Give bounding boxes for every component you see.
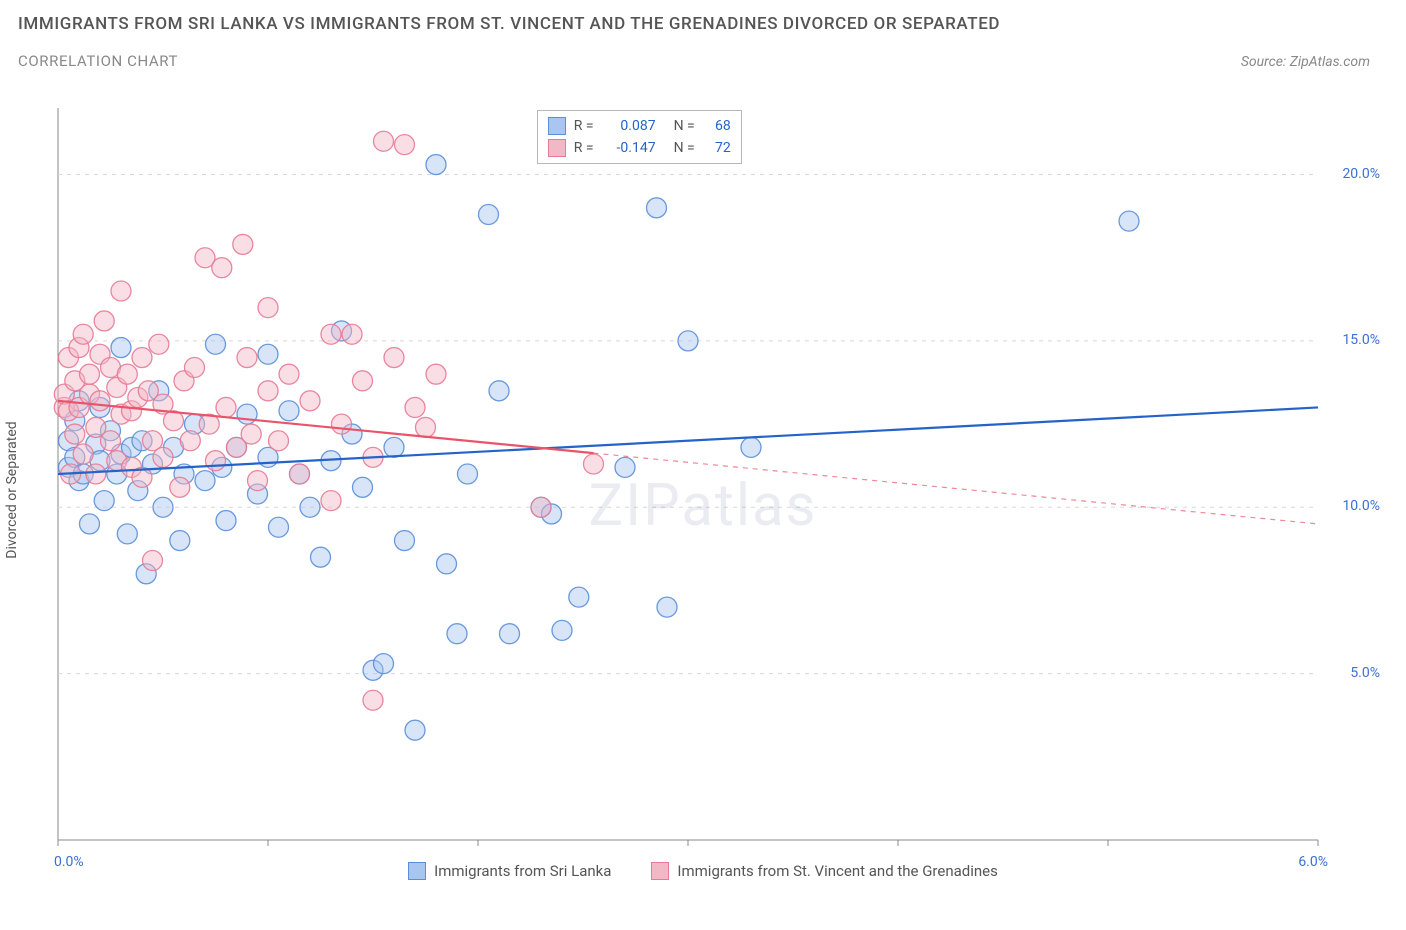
legend-item-st-vincent: Immigrants from St. Vincent and the Gren… <box>651 862 997 880</box>
r-value: 0.087 <box>602 118 656 134</box>
legend-item-sri-lanka: Immigrants from Sri Lanka <box>408 862 611 880</box>
legend-swatch-st-vincent <box>651 862 669 880</box>
source-prefix: Source: <box>1241 54 1290 70</box>
title-block: IMMIGRANTS FROM SRI LANKA VS IMMIGRANTS … <box>0 0 1406 70</box>
r-label: R = <box>574 140 594 156</box>
legend-label-sri-lanka: Immigrants from Sri Lanka <box>434 862 611 880</box>
y-tick-label: 20.0% <box>1342 166 1380 182</box>
subtitle-row: CORRELATION CHART Source: ZipAtlas.com <box>18 52 1388 70</box>
y-axis-label: Divorced or Separated <box>4 421 20 558</box>
y-tick-label: 15.0% <box>1342 332 1380 348</box>
source-name: ZipAtlas.com <box>1290 54 1370 70</box>
chart-subtitle: CORRELATION CHART <box>18 52 178 70</box>
y-tick-label: 10.0% <box>1342 498 1380 514</box>
n-label: N = <box>674 118 695 134</box>
chart-container: IMMIGRANTS FROM SRI LANKA VS IMMIGRANTS … <box>0 0 1406 930</box>
r-label: R = <box>574 118 594 134</box>
y-tick-label: 5.0% <box>1350 665 1380 681</box>
stats-legend-row: R = 0.087 N = 68 <box>548 115 731 137</box>
plot-area: Divorced or Separated ZIPatlas R =0.087N… <box>18 100 1388 880</box>
legend-swatch-sri-lanka <box>408 862 426 880</box>
n-value: 68 <box>703 118 731 134</box>
n-value: 72 <box>703 140 731 156</box>
stats-legend-row: R = -0.147 N = 72 <box>548 137 731 159</box>
legend-swatch <box>548 117 566 135</box>
stats-legend-box: R = 0.087 N = 68 R = -0.147 N = 72 <box>537 110 742 164</box>
r-value: -0.147 <box>602 140 656 156</box>
legend-swatch <box>548 139 566 157</box>
scatter-plot-svg <box>18 100 1388 880</box>
series-legend: Immigrants from Sri Lanka Immigrants fro… <box>18 862 1388 880</box>
n-label: N = <box>674 140 695 156</box>
legend-label-st-vincent: Immigrants from St. Vincent and the Gren… <box>677 862 997 880</box>
chart-title: IMMIGRANTS FROM SRI LANKA VS IMMIGRANTS … <box>18 14 1388 34</box>
source-attribution: Source: ZipAtlas.com <box>1241 54 1370 70</box>
